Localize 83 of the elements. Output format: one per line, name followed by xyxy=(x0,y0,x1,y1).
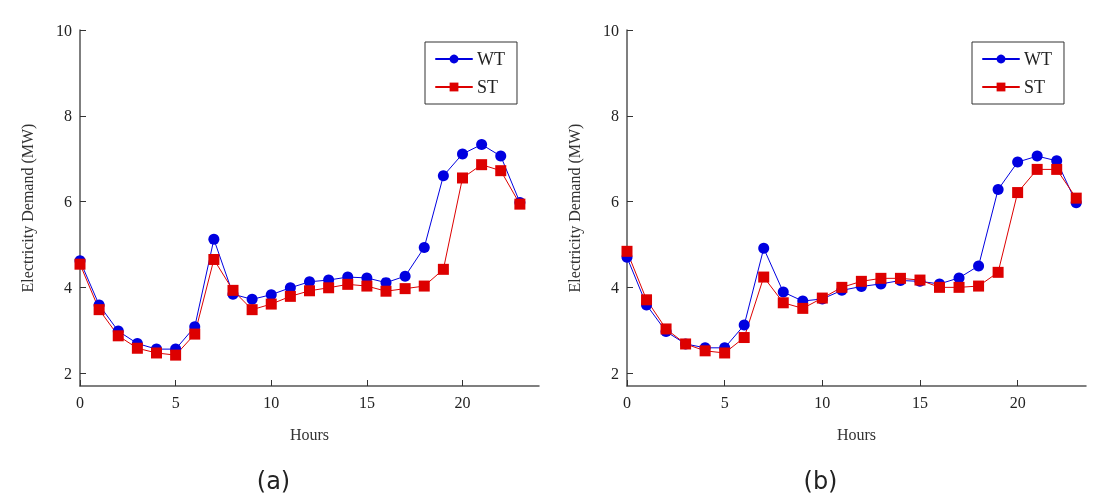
x-axis-title: Hours xyxy=(836,425,877,443)
point xyxy=(953,281,965,293)
y-tick-label: 4 xyxy=(611,278,619,296)
point xyxy=(437,170,449,182)
point xyxy=(476,139,488,151)
point xyxy=(875,272,887,284)
point xyxy=(131,342,143,354)
point xyxy=(246,293,258,305)
point xyxy=(738,319,750,331)
point xyxy=(797,302,809,314)
point xyxy=(208,253,220,265)
point xyxy=(777,297,789,309)
point xyxy=(1031,163,1043,175)
point xyxy=(719,347,731,359)
point xyxy=(855,275,867,287)
x-tick-label: 15 xyxy=(911,393,928,411)
y-tick-label: 2 xyxy=(611,364,619,382)
point xyxy=(992,266,1004,278)
point xyxy=(399,283,411,295)
point xyxy=(151,347,162,359)
x-tick-label: 15 xyxy=(358,393,375,411)
y-tick-label: 4 xyxy=(64,278,72,296)
x-tick-label: 0 xyxy=(623,393,631,411)
x-tick-label: 20 xyxy=(454,393,471,411)
y-tick-label: 8 xyxy=(611,107,619,125)
x-axis-title: Hours xyxy=(289,425,330,443)
y-tick-label: 10 xyxy=(603,21,619,39)
point xyxy=(112,330,124,342)
x-tick-label: 0 xyxy=(76,393,84,411)
point xyxy=(973,280,985,292)
point xyxy=(495,165,507,177)
point xyxy=(641,294,653,306)
point xyxy=(1012,156,1024,168)
point xyxy=(738,332,750,344)
point xyxy=(170,349,182,361)
point xyxy=(208,233,220,245)
point xyxy=(418,280,430,292)
point xyxy=(777,286,789,298)
point xyxy=(399,270,411,282)
point xyxy=(342,278,354,290)
point xyxy=(1012,187,1024,199)
point xyxy=(227,284,239,296)
point xyxy=(93,304,105,316)
text: (a) xyxy=(256,467,291,495)
point xyxy=(457,148,468,160)
text: (b) xyxy=(803,467,838,495)
legend-label: ST xyxy=(477,77,499,97)
point xyxy=(621,245,633,257)
y-tick-label: 2 xyxy=(64,364,72,382)
point xyxy=(992,184,1004,196)
point xyxy=(246,304,258,316)
point xyxy=(304,285,315,297)
x-tick-label: 10 xyxy=(814,393,831,411)
point xyxy=(284,290,296,302)
point xyxy=(189,328,201,340)
point xyxy=(1051,163,1063,175)
point xyxy=(265,298,277,310)
x-tick-label: 5 xyxy=(171,393,180,411)
x-tick-label: 10 xyxy=(263,393,280,411)
x-tick-label: 5 xyxy=(720,393,729,411)
point xyxy=(418,241,430,253)
point xyxy=(437,263,449,275)
y-tick-label: 10 xyxy=(56,21,72,39)
point xyxy=(380,285,392,297)
point xyxy=(323,282,335,294)
point xyxy=(758,242,770,254)
point xyxy=(361,280,373,292)
point xyxy=(758,271,770,283)
x-tick-label: 20 xyxy=(1009,393,1026,411)
y-axis-title: Electricity Demand (MW) xyxy=(18,123,37,293)
point xyxy=(1070,192,1082,204)
point xyxy=(1031,150,1043,162)
legend-label: WT xyxy=(1024,49,1052,69)
point xyxy=(973,260,985,272)
y-tick-label: 6 xyxy=(64,193,72,211)
point xyxy=(495,150,507,162)
point xyxy=(476,159,488,171)
legend-label: ST xyxy=(1024,77,1046,97)
point xyxy=(457,172,468,184)
legend-label: WT xyxy=(477,49,505,69)
y-tick-label: 6 xyxy=(611,193,619,211)
y-axis-title: Electricity Demand (MW) xyxy=(565,123,584,293)
y-tick-label: 8 xyxy=(64,107,72,125)
